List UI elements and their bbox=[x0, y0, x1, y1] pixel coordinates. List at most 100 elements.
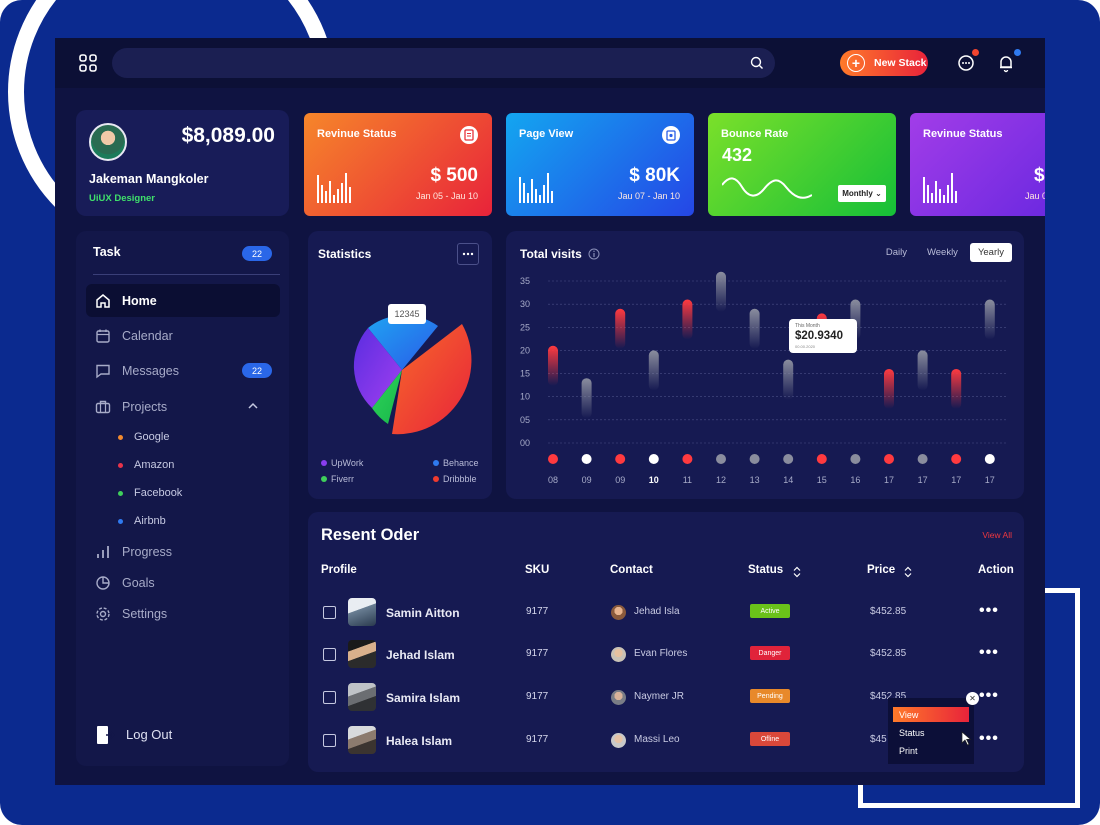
menu-item-status[interactable]: Status bbox=[899, 727, 925, 738]
balance-amount: $8,089.00 bbox=[181, 124, 275, 147]
revenue-status-card-2[interactable]: Revinue Status $ Jau 07 bbox=[910, 113, 1045, 216]
point-marker[interactable] bbox=[615, 454, 626, 464]
bar[interactable] bbox=[716, 271, 726, 312]
bar[interactable] bbox=[548, 345, 558, 386]
column-header-profile: Profile bbox=[321, 564, 357, 576]
bar[interactable] bbox=[749, 308, 760, 349]
tab-yearly[interactable]: Yearly bbox=[969, 243, 1012, 262]
row-avatar bbox=[348, 640, 376, 668]
bar[interactable] bbox=[884, 368, 894, 409]
app-grid-icon[interactable] bbox=[77, 52, 99, 74]
pie-tooltip: 12345 bbox=[388, 304, 426, 324]
sort-icon[interactable] bbox=[793, 566, 801, 578]
card-value: $ 500 bbox=[430, 165, 478, 186]
bar[interactable] bbox=[951, 368, 962, 409]
tab-daily[interactable]: Daily bbox=[885, 247, 907, 258]
new-stack-button[interactable]: + New Stack bbox=[840, 50, 928, 76]
row-checkbox[interactable] bbox=[323, 691, 336, 704]
logout-button[interactable]: Log Out bbox=[86, 718, 280, 751]
row-sku: 9177 bbox=[526, 648, 549, 659]
page-view-card[interactable]: Page View $ 80K Jau 07 - Jan 10 bbox=[506, 113, 694, 216]
point-marker[interactable] bbox=[749, 454, 760, 464]
x-tick-label: 09 bbox=[582, 475, 592, 485]
point-marker[interactable] bbox=[917, 454, 928, 464]
bar[interactable] bbox=[581, 378, 592, 419]
close-icon[interactable]: ✕ bbox=[966, 692, 979, 705]
sidebar-item-home[interactable]: Home bbox=[86, 284, 280, 317]
status-badge: Active bbox=[750, 604, 790, 618]
point-marker[interactable] bbox=[850, 454, 861, 464]
bounce-rate-card[interactable]: Bounce Rate 432 Monthly ⌄ bbox=[708, 113, 896, 216]
more-horizontal-icon[interactable]: ••• bbox=[979, 602, 999, 619]
project-item-google[interactable]: Google bbox=[118, 431, 169, 443]
search-input[interactable] bbox=[112, 48, 775, 78]
bar[interactable] bbox=[648, 350, 659, 391]
avatar[interactable] bbox=[89, 123, 127, 161]
project-item-amazon[interactable]: Amazon bbox=[118, 459, 174, 471]
bell-icon[interactable] bbox=[995, 52, 1017, 74]
more-horizontal-icon[interactable]: ••• bbox=[979, 730, 999, 747]
sidebar-item-label: Settings bbox=[122, 606, 168, 621]
chevron-down-icon: ⌄ bbox=[875, 189, 882, 198]
row-checkbox[interactable] bbox=[323, 648, 336, 661]
column-header-price[interactable]: Price bbox=[867, 564, 896, 576]
bar[interactable] bbox=[615, 308, 626, 349]
bar[interactable] bbox=[682, 299, 693, 340]
period-select[interactable]: Monthly ⌄ bbox=[838, 185, 886, 202]
pie-slice-fiverr[interactable] bbox=[372, 370, 402, 424]
point-marker[interactable] bbox=[716, 454, 726, 464]
point-marker[interactable] bbox=[548, 454, 558, 464]
column-header-status[interactable]: Status bbox=[748, 564, 784, 576]
table-row[interactable]: Samin Aitton 9177 Jehad Isla Active $452… bbox=[308, 593, 1024, 633]
menu-item-print[interactable]: Print bbox=[899, 745, 918, 756]
table-row[interactable]: Halea Islam 9177 Massi Leo Ofline $45 ••… bbox=[308, 721, 1024, 761]
tab-weekly[interactable]: Weekly bbox=[926, 247, 958, 258]
sidebar-item-progress[interactable]: Progress bbox=[86, 535, 280, 568]
search-icon[interactable] bbox=[749, 55, 765, 71]
bar[interactable] bbox=[917, 350, 928, 391]
point-marker[interactable] bbox=[984, 454, 995, 464]
sidebar-item-settings[interactable]: Settings bbox=[86, 597, 280, 630]
point-marker[interactable] bbox=[783, 454, 794, 464]
project-item-airbnb[interactable]: Airbnb bbox=[118, 515, 166, 527]
row-sku: 9177 bbox=[526, 606, 549, 617]
sidebar-item-messages[interactable]: Messages bbox=[86, 354, 280, 387]
point-marker[interactable] bbox=[816, 454, 827, 464]
sidebar-item-goals[interactable]: Goals bbox=[86, 566, 280, 599]
more-horizontal-icon[interactable]: ••• bbox=[979, 687, 999, 704]
profile-role: UiUX Designer bbox=[89, 193, 155, 204]
x-tick-label: 17 bbox=[884, 475, 894, 485]
project-item-facebook[interactable]: Facebook bbox=[118, 487, 182, 499]
chevron-up-icon[interactable] bbox=[246, 399, 260, 413]
menu-item-view[interactable]: View bbox=[893, 707, 969, 722]
bar[interactable] bbox=[984, 299, 995, 340]
statistics-panel: Statistics 12345 UpWork Behance Fiverr bbox=[308, 231, 492, 499]
point-marker[interactable] bbox=[648, 454, 659, 464]
more-options-button[interactable] bbox=[457, 243, 479, 265]
table-row[interactable]: Jehad Islam 9177 Evan Flores Danger $452… bbox=[308, 635, 1024, 675]
sidebar-item-projects[interactable]: Projects bbox=[86, 390, 280, 423]
logout-label: Log Out bbox=[126, 727, 173, 742]
sidebar-item-calendar[interactable]: Calendar bbox=[86, 319, 280, 352]
bar[interactable] bbox=[783, 359, 794, 400]
row-checkbox[interactable] bbox=[323, 734, 336, 747]
row-name: Jehad Islam bbox=[386, 648, 455, 662]
table-row[interactable]: Samira Islam 9177 Naymer JR Pending $452… bbox=[308, 678, 1024, 718]
info-icon[interactable] bbox=[588, 248, 600, 260]
sidebar-item-label: Home bbox=[122, 293, 157, 308]
point-marker[interactable] bbox=[581, 454, 592, 464]
pie-slice-dribbble[interactable] bbox=[392, 324, 472, 435]
pie-slice-upwork[interactable] bbox=[353, 328, 402, 408]
more-horizontal-icon[interactable]: ••• bbox=[979, 644, 999, 661]
sort-icon[interactable] bbox=[904, 566, 912, 578]
row-name: Samin Aitton bbox=[386, 606, 460, 620]
revenue-status-card[interactable]: Revinue Status $ 500 Jan 05 - Jau 10 bbox=[304, 113, 492, 216]
view-all-link[interactable]: View All bbox=[982, 530, 1012, 540]
row-contact: Naymer JR bbox=[634, 691, 685, 702]
chat-icon[interactable] bbox=[955, 52, 977, 74]
row-checkbox[interactable] bbox=[323, 606, 336, 619]
point-marker[interactable] bbox=[951, 454, 962, 464]
point-marker[interactable] bbox=[884, 454, 894, 464]
pie-slice-behance[interactable] bbox=[368, 315, 438, 370]
point-marker[interactable] bbox=[682, 454, 693, 464]
